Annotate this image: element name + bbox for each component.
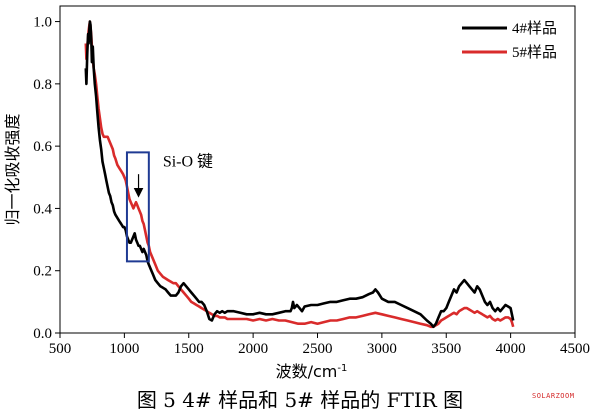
x-tick-label: 1500	[174, 341, 204, 357]
axes-layer	[59, 5, 576, 334]
y-tick-label: 0.6	[33, 139, 52, 155]
y-tick-label: 0.8	[33, 77, 52, 93]
si-o-highlight-box	[125, 151, 150, 263]
plot-frame	[59, 5, 576, 334]
x-tick-label: 2000	[238, 341, 268, 357]
series-layer	[84, 20, 515, 329]
x-axis-title-main: 波数/cm	[276, 362, 338, 381]
y-tick-label: 1.0	[33, 15, 52, 31]
y-tick-label: 0.0	[33, 326, 52, 342]
legend: 4#样品 5#样品	[462, 20, 557, 61]
y-tick-label: 0.2	[33, 264, 52, 280]
y-tick-label: 0.4	[33, 201, 52, 217]
x-tick-label: 500	[49, 341, 72, 357]
annotation-layer: Si-O 键	[125, 151, 213, 263]
x-axis-title: 波数/cm-1	[276, 362, 348, 381]
x-tick-label: 4000	[496, 341, 526, 357]
legend-label-4: 4#样品	[512, 20, 557, 37]
x-axis-title-sup: -1	[337, 363, 347, 374]
series-line-5	[84, 20, 515, 329]
legend-label-5: 5#样品	[512, 44, 557, 61]
figure-caption: 图 5 4# 样品和 5# 样品的 FTIR 图	[136, 388, 464, 412]
si-o-label: Si-O 键	[163, 152, 213, 170]
x-tick-label: 3500	[431, 341, 461, 357]
x-tick-label: 4500	[560, 341, 590, 357]
y-axis-title: 归一化吸收强度	[3, 113, 22, 225]
x-tick-label: 2500	[303, 341, 333, 357]
x-tick-label: 1000	[109, 341, 139, 357]
x-tick-label: 3000	[367, 341, 397, 357]
watermark-logo: SOLARZOOM	[532, 392, 575, 400]
series-line-4	[84, 20, 515, 329]
ticks-layer: 500 1000 1500 2000 2500 3000 3500 4000 4500 0.0 0.…	[33, 15, 590, 357]
